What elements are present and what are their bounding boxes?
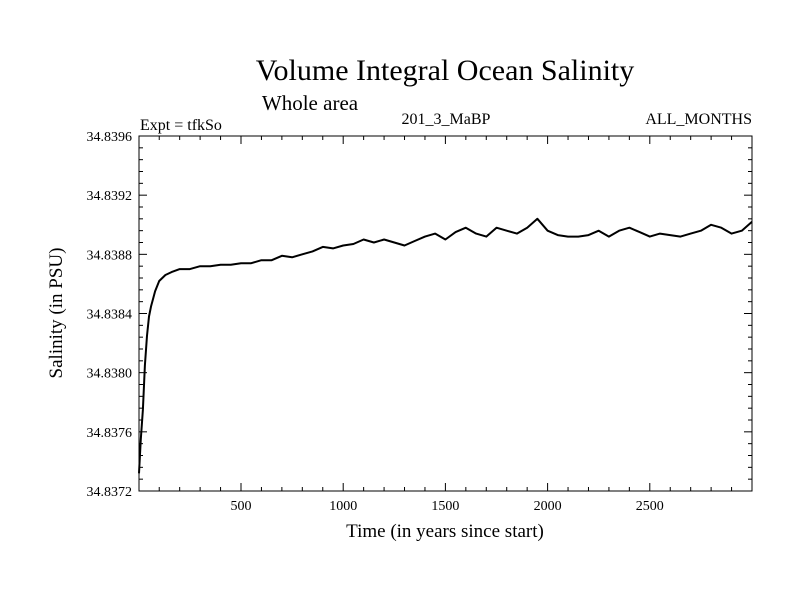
y-axis-label: Salinity (in PSU) (46, 248, 67, 379)
experiment-label: Expt = tfkSo (140, 117, 222, 134)
months-label: ALL_MONTHS (645, 111, 752, 128)
y-axis-tick-labels: 34.8372 34.8376 34.8380 34.8384 34.8388 34.83… (87, 130, 133, 500)
y-tick-label: 34.8384 (87, 308, 133, 323)
y-tick-label: 34.8392 (87, 189, 133, 204)
chart-title: Volume Integral Ocean Salinity (256, 54, 635, 87)
y-tick-label: 34.8372 (87, 485, 133, 500)
y-tick-label: 34.8376 (87, 426, 133, 441)
x-axis-label: Time (in years since start) (346, 521, 544, 542)
x-tick-label: 500 (230, 499, 251, 514)
x-axis-ticks (240, 136, 651, 491)
minor-ticks (139, 136, 752, 491)
y-tick-label: 34.8380 (87, 367, 133, 382)
chart-subtitle: Whole area (262, 91, 359, 115)
x-tick-label: 2000 (534, 499, 562, 514)
y-axis-ticks (139, 135, 752, 492)
x-tick-label: 2500 (636, 499, 664, 514)
run-label: 201_3_MaBP (402, 111, 491, 128)
salinity-series-line (138, 217, 753, 474)
x-tick-label: 1500 (431, 499, 459, 514)
y-tick-label: 34.8396 (87, 130, 133, 145)
x-axis-tick-labels: 500 1000 1500 2000 2500 (230, 499, 663, 514)
y-tick-label: 34.8388 (87, 248, 133, 263)
x-tick-label: 1000 (329, 499, 357, 514)
plot-frame (138, 135, 753, 492)
